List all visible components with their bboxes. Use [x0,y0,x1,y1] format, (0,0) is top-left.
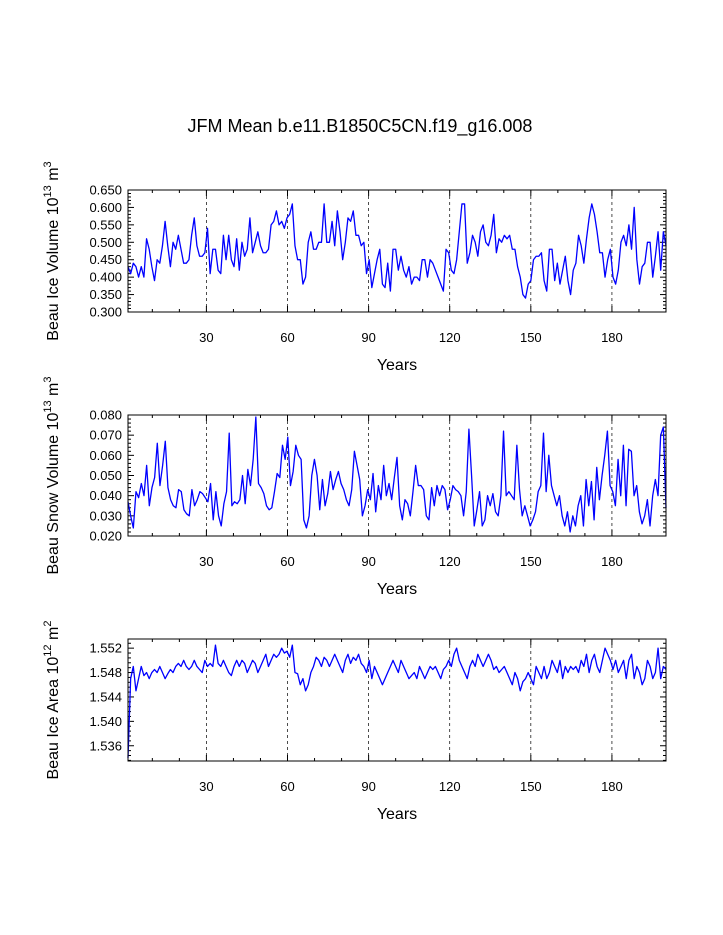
x-axis-label: Years [377,357,417,374]
data-series-line [127,203,667,299]
x-tick-label: 150 [520,330,542,345]
x-axis-label: Years [377,581,417,598]
x-tick-label: 90 [361,330,375,345]
y-tick-label: 1.544 [89,689,122,704]
x-tick-label: 180 [601,330,623,345]
x-tick-label: 120 [439,330,461,345]
plot-frame [127,638,667,762]
y-tick-label: 1.540 [89,714,122,729]
figure-title: JFM Mean b.e11.B1850C5CN.f19_g16.008 [188,116,533,137]
y-tick-label: 0.550 [89,217,122,232]
x-tick-label: 180 [601,779,623,794]
y-axis-label-unit: m [45,167,62,185]
y-axis-label-unit: m [45,627,62,645]
y-tick-label: 0.400 [89,270,122,285]
y-tick-label: 0.080 [89,408,122,423]
x-tick-label: 30 [199,779,213,794]
y-axis-label-text: Beau Ice Volume 10 [45,197,62,340]
y-tick-label: 0.060 [89,448,122,463]
y-tick-label: 0.500 [89,235,122,250]
x-tick-label: 90 [361,554,375,569]
y-tick-label: 0.040 [89,488,122,503]
y-axis-label-text: Beau Snow Volume 10 [45,413,62,575]
y-axis-label-unit: m [45,383,62,401]
x-tick-label: 60 [280,779,294,794]
plot-frame [127,189,667,313]
x-axis-label: Years [377,806,417,823]
x-tick-label: 60 [280,554,294,569]
y-tick-label: 1.536 [89,738,122,753]
data-series-line [127,416,667,533]
y-tick-label: 0.030 [89,508,122,523]
x-tick-label: 90 [361,779,375,794]
plot-frame [127,414,667,537]
y-tick-label: 0.600 [89,200,122,215]
x-tick-label: 180 [601,554,623,569]
y-axis-label: Beau Ice Volume 1013 m3 [42,161,62,340]
x-tick-label: 150 [520,554,542,569]
y-tick-label: 0.050 [89,468,122,483]
data-series-line [127,644,667,758]
x-tick-label: 120 [439,779,461,794]
chart-panel-2: 30 60 90 120 150 180 0.020 0.030 0.040 0.050 0.060… [42,376,667,598]
y-tick-label: 0.450 [89,252,122,267]
y-tick-label: 1.548 [89,665,122,680]
y-tick-label: 0.650 [89,183,122,198]
y-tick-label: 0.070 [89,428,122,443]
x-tick-label: 30 [199,330,213,345]
y-axis-label: Beau Ice Area 1012 m2 [42,621,62,780]
y-axis-label-text: Beau Ice Area 10 [45,657,62,780]
y-axis-label-exponent: 13 [42,400,54,412]
y-tick-label: 1.552 [89,641,122,656]
y-axis-label-unit-exponent: 3 [42,161,54,167]
y-axis-label-unit-exponent: 3 [42,376,54,382]
y-axis-label-exponent: 13 [42,185,54,197]
x-tick-label: 60 [280,330,294,345]
y-tick-label: 0.350 [89,287,122,302]
y-axis-label: Beau Snow Volume 1013 m3 [42,376,62,574]
x-tick-label: 30 [199,554,213,569]
y-tick-label: 0.300 [89,305,122,320]
y-axis-label-unit-exponent: 2 [42,621,54,627]
x-tick-label: 120 [439,554,461,569]
y-axis-label-exponent: 12 [42,644,54,656]
y-tick-label: 0.020 [89,529,122,544]
chart-panel-1: 30 60 90 120 150 180 0.300 0.350 0.400 0.450 0.500… [42,161,667,374]
x-tick-label: 150 [520,779,542,794]
chart-panel-3: 30 60 90 120 150 180 1.536 1.540 1.544 1.548 1.552… [42,621,667,823]
